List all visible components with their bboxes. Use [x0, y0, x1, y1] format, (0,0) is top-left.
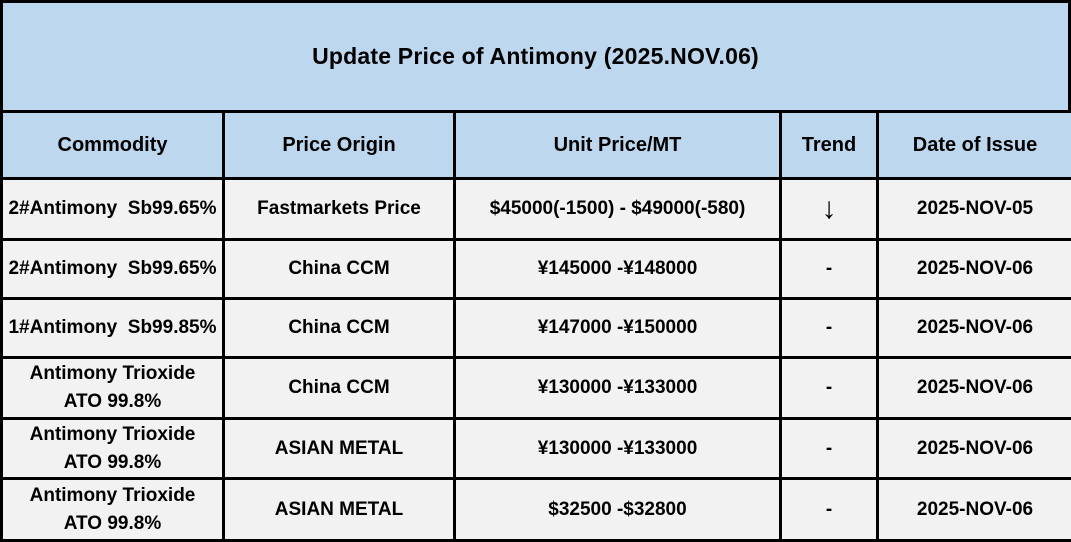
cell-unit-price: ¥130000 -¥133000 [455, 419, 781, 479]
col-header-unit-price: Unit Price/MT [455, 112, 781, 179]
page-title: Update Price of Antimony (2025.NOV.06) [0, 0, 1071, 110]
col-header-date-of-issue: Date of Issue [878, 112, 1071, 179]
cell-price-origin: China CCM [224, 299, 455, 358]
cell-date-of-issue: 2025-NOV-06 [878, 479, 1071, 541]
col-header-price-origin: Price Origin [224, 112, 455, 179]
cell-date-of-issue: 2025-NOV-06 [878, 419, 1071, 479]
table-row: Antimony Trioxide ATO 99.8% China CCM ¥1… [2, 358, 1071, 419]
dash-icon: - [826, 258, 832, 279]
cell-date-of-issue: 2025-NOV-06 [878, 299, 1071, 358]
cell-trend: - [781, 479, 878, 541]
cell-unit-price: ¥145000 -¥148000 [455, 240, 781, 299]
cell-trend: - [781, 419, 878, 479]
cell-price-origin: China CCM [224, 240, 455, 299]
cell-unit-price: $32500 -$32800 [455, 479, 781, 541]
cell-unit-price: ¥130000 -¥133000 [455, 358, 781, 419]
cell-trend: - [781, 299, 878, 358]
cell-date-of-issue: 2025-NOV-05 [878, 179, 1071, 240]
cell-price-origin: ASIAN METAL [224, 479, 455, 541]
table-row: 2#Antimony Sb99.65% China CCM ¥145000 -¥… [2, 240, 1071, 299]
cell-commodity: 2#Antimony Sb99.65% [2, 179, 224, 240]
cell-price-origin: China CCM [224, 358, 455, 419]
cell-trend: ↓ [781, 179, 878, 240]
dash-icon: - [826, 499, 832, 520]
dash-icon: - [826, 317, 832, 338]
down-arrow-icon: ↓ [822, 194, 837, 224]
col-header-trend: Trend [781, 112, 878, 179]
cell-unit-price: $45000(-1500) - $49000(-580) [455, 179, 781, 240]
cell-commodity: 1#Antimony Sb99.85% [2, 299, 224, 358]
price-table: Commodity Price Origin Unit Price/MT Tre… [0, 110, 1071, 542]
table-row: 1#Antimony Sb99.85% China CCM ¥147000 -¥… [2, 299, 1071, 358]
table-row: 2#Antimony Sb99.65% Fastmarkets Price $4… [2, 179, 1071, 240]
cell-price-origin: ASIAN METAL [224, 419, 455, 479]
cell-commodity: 2#Antimony Sb99.65% [2, 240, 224, 299]
cell-commodity: Antimony Trioxide ATO 99.8% [2, 419, 224, 479]
cell-commodity: Antimony Trioxide ATO 99.8% [2, 358, 224, 419]
table-row: Antimony Trioxide ATO 99.8% ASIAN METAL … [2, 479, 1071, 541]
cell-date-of-issue: 2025-NOV-06 [878, 240, 1071, 299]
dash-icon: - [826, 377, 832, 398]
cell-commodity: Antimony Trioxide ATO 99.8% [2, 479, 224, 541]
cell-trend: - [781, 240, 878, 299]
header-row: Commodity Price Origin Unit Price/MT Tre… [2, 112, 1071, 179]
cell-price-origin: Fastmarkets Price [224, 179, 455, 240]
cell-date-of-issue: 2025-NOV-06 [878, 358, 1071, 419]
table-row: Antimony Trioxide ATO 99.8% ASIAN METAL … [2, 419, 1071, 479]
cell-trend: - [781, 358, 878, 419]
cell-unit-price: ¥147000 -¥150000 [455, 299, 781, 358]
dash-icon: - [826, 438, 832, 459]
col-header-commodity: Commodity [2, 112, 224, 179]
